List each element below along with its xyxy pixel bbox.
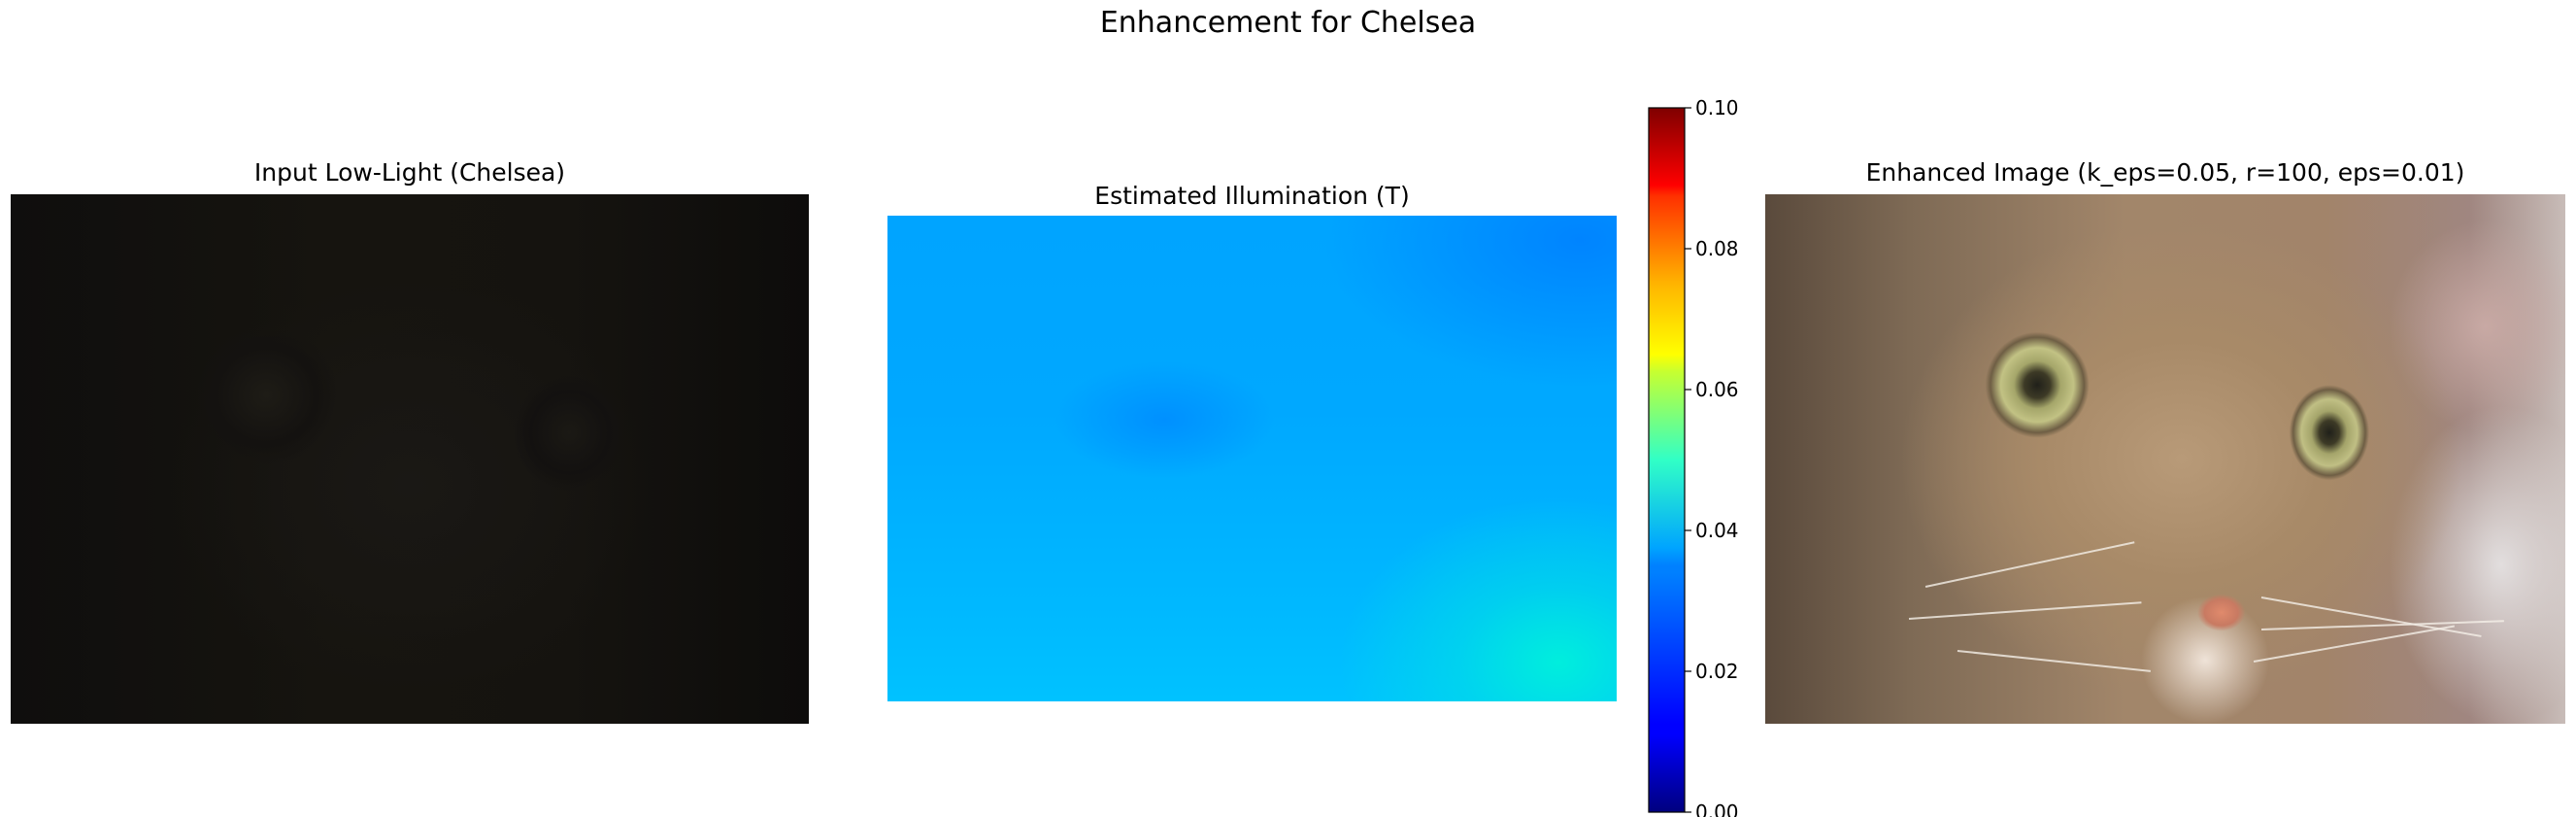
illumination-heatmap xyxy=(887,216,1617,701)
input-low-light-image xyxy=(11,194,809,724)
whisker xyxy=(2260,596,2482,637)
panel-title-enhanced: Enhanced Image (k_eps=0.05, r=100, eps=0… xyxy=(1865,158,2465,187)
panel-title-illumination: Estimated Illumination (T) xyxy=(1094,182,1410,210)
colorbar: 0.00 0.02 0.04 0.06 0.08 0.10 xyxy=(1648,97,1739,817)
colorbar-tick-label: 0.08 xyxy=(1695,237,1739,260)
whisker xyxy=(2253,625,2455,663)
whisker xyxy=(1909,601,2142,620)
whisker xyxy=(1957,649,2151,672)
colorbar-tick-label: 0.10 xyxy=(1695,97,1739,119)
colorbar-tick-label: 0.02 xyxy=(1695,660,1739,683)
colorbar-gradient xyxy=(1648,107,1686,813)
colorbar-tick-label: 0.00 xyxy=(1695,800,1739,817)
colorbar-ticks: 0.00 0.02 0.04 0.06 0.08 0.10 xyxy=(1685,97,1739,817)
colorbar-tick-label: 0.06 xyxy=(1695,378,1739,401)
whisker xyxy=(2260,620,2504,630)
colorbar-tick-label: 0.04 xyxy=(1695,519,1739,542)
figure-title: Enhancement for Chelsea xyxy=(1099,6,1477,40)
enhanced-image xyxy=(1765,194,2565,724)
whisker xyxy=(1924,541,2135,588)
panel-title-input: Input Low-Light (Chelsea) xyxy=(253,158,566,187)
